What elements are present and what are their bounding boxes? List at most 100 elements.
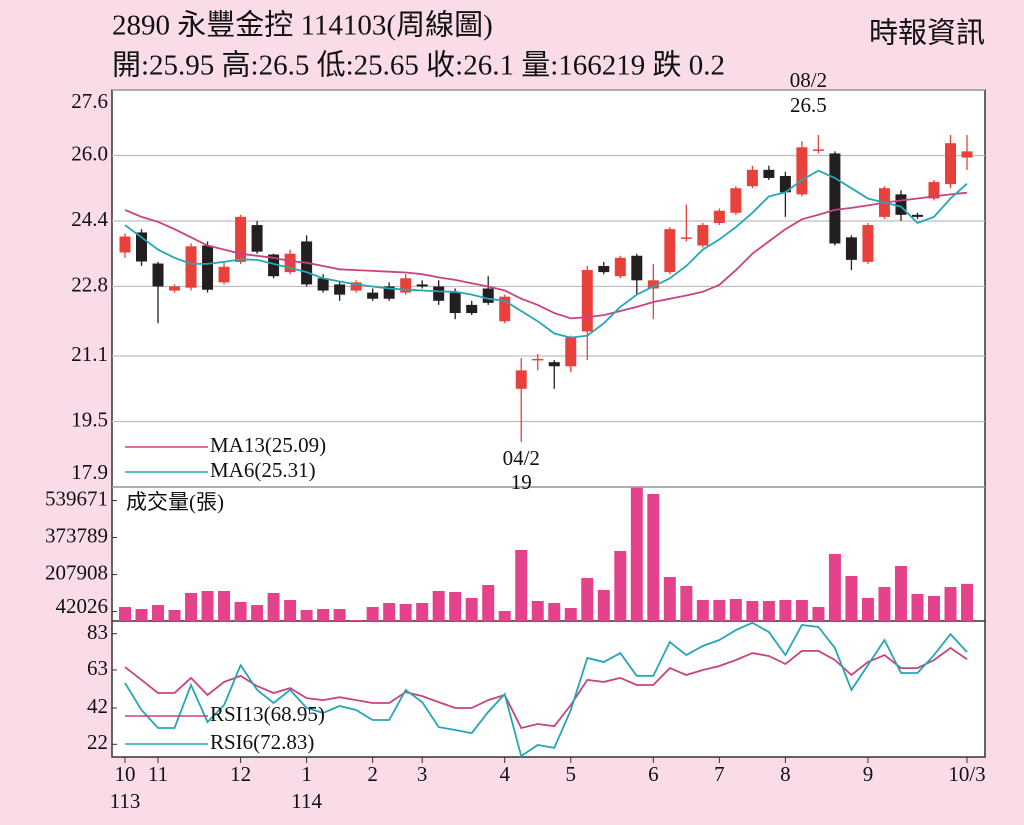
line-series <box>124 191 968 320</box>
candle-body <box>416 284 428 287</box>
line-series <box>124 646 968 730</box>
candle-body <box>251 225 263 252</box>
candle-body <box>185 246 197 288</box>
volume-bar <box>630 487 643 621</box>
volume-bar <box>729 599 742 621</box>
legend-label: RSI6(72.83) <box>210 730 314 754</box>
volume-bar <box>614 550 627 621</box>
volume-bar <box>861 597 874 621</box>
candle-body <box>433 286 445 301</box>
volume-bar <box>152 605 165 621</box>
y-tick-label: 19.5 <box>71 407 108 431</box>
candle-body <box>218 266 230 283</box>
volume-bar <box>234 601 247 621</box>
candle-body <box>779 175 791 193</box>
volume-bar <box>961 583 973 621</box>
volume-bar <box>779 600 792 621</box>
volume-bar <box>680 586 693 621</box>
volume-bar <box>482 584 495 621</box>
candle-body <box>911 214 923 217</box>
y-tick-label: 63 <box>87 656 108 680</box>
volume-bar <box>746 600 759 621</box>
volume-bar <box>647 493 660 621</box>
y-tick-label: 22 <box>87 730 108 754</box>
candle-body <box>532 358 544 361</box>
volume-bar <box>531 600 544 621</box>
x-tick-label: 2 <box>367 762 378 786</box>
volume-bar <box>498 610 511 621</box>
candle-body <box>482 288 494 303</box>
candle-body <box>961 151 973 158</box>
candle-body <box>862 225 874 262</box>
y-tick-label: 539671 <box>45 486 108 510</box>
annotation-date: 04/2 <box>503 446 540 470</box>
candle-body <box>169 286 181 291</box>
volume-bar <box>762 600 775 621</box>
volume-bar <box>201 591 214 621</box>
volume-bar <box>432 591 445 621</box>
candle-body <box>136 232 148 262</box>
candle-body <box>730 188 742 213</box>
volume-bar <box>696 600 709 621</box>
volume-bar <box>218 591 231 621</box>
volume-bar <box>812 606 825 621</box>
volume-bar <box>416 602 429 621</box>
annotation-price: 19 <box>511 470 532 494</box>
candle-body <box>565 337 577 367</box>
line-series <box>124 169 968 339</box>
candle-body <box>119 236 131 253</box>
x-tick-label: 4 <box>499 762 510 786</box>
y-tick-label: 42026 <box>56 594 109 618</box>
candle-body <box>317 278 329 291</box>
volume-bar <box>350 619 363 621</box>
volume-bar <box>911 593 924 621</box>
volume-bar <box>944 586 957 621</box>
candle-body <box>680 237 692 239</box>
annotation-date: 08/2 <box>790 68 827 92</box>
volume-bar <box>449 591 462 621</box>
volume-bar <box>267 592 280 621</box>
volume-bar <box>515 550 528 621</box>
candle-body <box>334 284 346 295</box>
candle-body <box>763 169 775 178</box>
candle-body <box>202 245 214 290</box>
candle-body <box>829 153 841 244</box>
chart-title: 2890 永豐金控 114103(周線圖) <box>112 9 493 42</box>
x-year-label: 113 <box>110 789 141 813</box>
y-tick-label: 42 <box>87 694 108 718</box>
candle-body <box>647 280 659 289</box>
candle-body <box>581 270 593 332</box>
x-tick-label: 10 <box>115 762 136 786</box>
x-year-label: 114 <box>291 789 322 813</box>
y-tick-label: 17.9 <box>71 460 108 484</box>
volume-bar <box>135 609 148 621</box>
line-series <box>124 621 968 758</box>
candle-body <box>895 194 907 215</box>
x-tick-label: 8 <box>780 762 791 786</box>
candle-body <box>499 296 511 322</box>
volume-bar <box>465 597 478 621</box>
volume-bar <box>185 592 198 621</box>
y-tick-label: 22.8 <box>71 272 108 296</box>
volume-bar <box>597 590 610 621</box>
volume-bar <box>828 554 841 621</box>
candle-body <box>928 182 940 199</box>
x-tick-label: 5 <box>566 762 577 786</box>
volume-bar <box>894 565 907 621</box>
volume-bar <box>548 602 561 621</box>
volume-bar <box>795 600 808 621</box>
volume-bar <box>168 609 181 621</box>
candle-body <box>548 362 560 367</box>
volume-bar <box>713 600 726 621</box>
volume-bar <box>251 605 264 621</box>
candle-body <box>284 253 296 273</box>
candle-body <box>466 304 478 314</box>
x-tick-label: 9 <box>863 762 874 786</box>
candle-body <box>796 147 808 195</box>
x-tick-label: 1 <box>301 762 312 786</box>
volume-bar <box>564 608 577 621</box>
candle-body <box>812 149 824 151</box>
summary: 開:25.95 高:26.5 低:25.65 收:26.1 量:166219 跌… <box>112 49 725 82</box>
